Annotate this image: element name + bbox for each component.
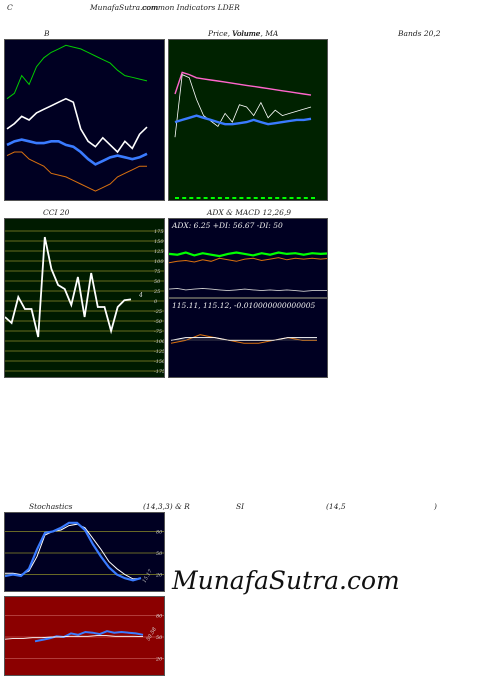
bollinger-panel [4,39,165,201]
volume-bar [196,197,201,199]
cci-tick-label: -175 [154,369,165,375]
price-close-line [174,74,312,138]
stochastics-panel: 80 50 20 15.17 [4,512,165,592]
volume-bar [232,197,237,199]
price-blue-ma-line [174,114,312,126]
cci-tick-label: -50 [154,319,163,325]
macd-chart [170,334,317,344]
cci-tick-label: 125 [154,249,164,255]
price-overlap-label: Volume [232,29,261,38]
bands-b-label: B [44,29,50,38]
volume-bar [282,197,287,199]
macd-panel: 115.11, 115.12, -0.010000000000005 [168,298,328,378]
header-letter: C [7,3,13,12]
cci-chart: 175 150 125 100 75 50 25 0 -25 -50 -75 -100 -125 -150… [5,229,165,375]
stoch-tick-label: 50 [156,551,163,557]
cci-tick-label: 175 [154,229,164,235]
bands-label: Bands 20,2 [398,29,441,38]
macd-line [170,334,317,344]
price-chart [174,71,315,199]
volume-bar [296,197,301,199]
plus-di-line [169,251,327,258]
cci-tick-label: 150 [154,239,164,245]
volume-bar [275,197,280,199]
volume-bar [311,197,315,199]
volume-bar [217,197,222,199]
rsi-tick-label: 20 [155,657,163,663]
stoch-last-value: 15.17 [142,568,155,584]
cci-tick-label: 75 [154,269,160,275]
stoch-tick-label: 80 [156,529,163,535]
volume-bar [203,197,208,199]
cci-panel: 175 150 125 100 75 50 25 0 -25 -50 -75 -100 -125 -150… [4,218,165,378]
cci-tick-label: 0 [154,299,158,305]
lower-band-line [6,151,147,192]
stoch-k-line [5,523,142,580]
volume-bar [260,197,265,199]
cci-label: CCI 20 [43,208,70,217]
stochastics-label: Stochastics [29,502,73,511]
macd-signal-line [170,337,317,341]
stoch-d-line [5,521,142,582]
cci-last-value: 4 [138,292,143,299]
price-ma-line [174,71,312,96]
cci-tick-label: 25 [153,289,160,295]
adx-panel: ADX: 6.25 +DI: 56.67 -DI: 50 [168,218,328,298]
adx-chart [169,251,327,292]
volume-bar [210,197,215,199]
volume-bar [189,197,194,199]
stoch-params-label: (14,3,3) & R [143,502,190,511]
rsi-tick-label: 80 [156,613,163,619]
rsi-ma-line [5,635,144,640]
bollinger-chart [6,44,148,192]
cci-tick-label: 50 [154,279,161,285]
volume-bar [246,197,251,199]
cci-tick-label: -75 [154,329,162,335]
volume-bar [268,197,273,199]
rsi-panel: 80 50 20 50.58 [4,596,165,676]
adx-macd-label: ADX & MACD 12,26,9 [207,208,292,217]
rsi-tick-label: 50 [156,635,163,641]
rsi-params-label: (14,5 [326,502,346,511]
upper-band-line [6,44,148,100]
watermark-text: MunafaSutra.com [172,566,400,595]
cci-tick-label: -25 [154,309,162,315]
macd-readout: 115.11, 115.12, -0.010000000000005 [172,301,316,310]
cci-tick-label: 100 [154,259,164,265]
stoch-tick-label: 20 [155,573,163,579]
volume-bar [225,197,230,199]
price-volume-ma-label: Price, Volume, MA [208,29,279,38]
price-panel [168,39,328,201]
volume-bar [175,197,179,199]
cci-tick-label: -150 [154,359,165,365]
title-overlap-text: common Indicators LDER [142,3,240,12]
middle-band-line [6,138,148,166]
cci-tick-label: -100 [154,339,165,345]
adx-readout: ADX: 6.25 +DI: 56.67 -DI: 50 [172,221,283,230]
close-line [6,97,148,154]
volume-bar [239,197,244,199]
volume-bar [182,197,187,199]
volume-bar [289,197,294,199]
volume-bar [253,197,258,199]
cci-line [5,236,132,338]
cci-tick-label: -125 [154,349,165,355]
adx-line [169,287,327,292]
minus-di-line [169,257,327,264]
rsi-label: SI [236,502,245,511]
site-title: MunafaSutra.com [90,3,159,12]
volume-bar [303,197,308,199]
rsi-close-label: ) [434,502,437,511]
